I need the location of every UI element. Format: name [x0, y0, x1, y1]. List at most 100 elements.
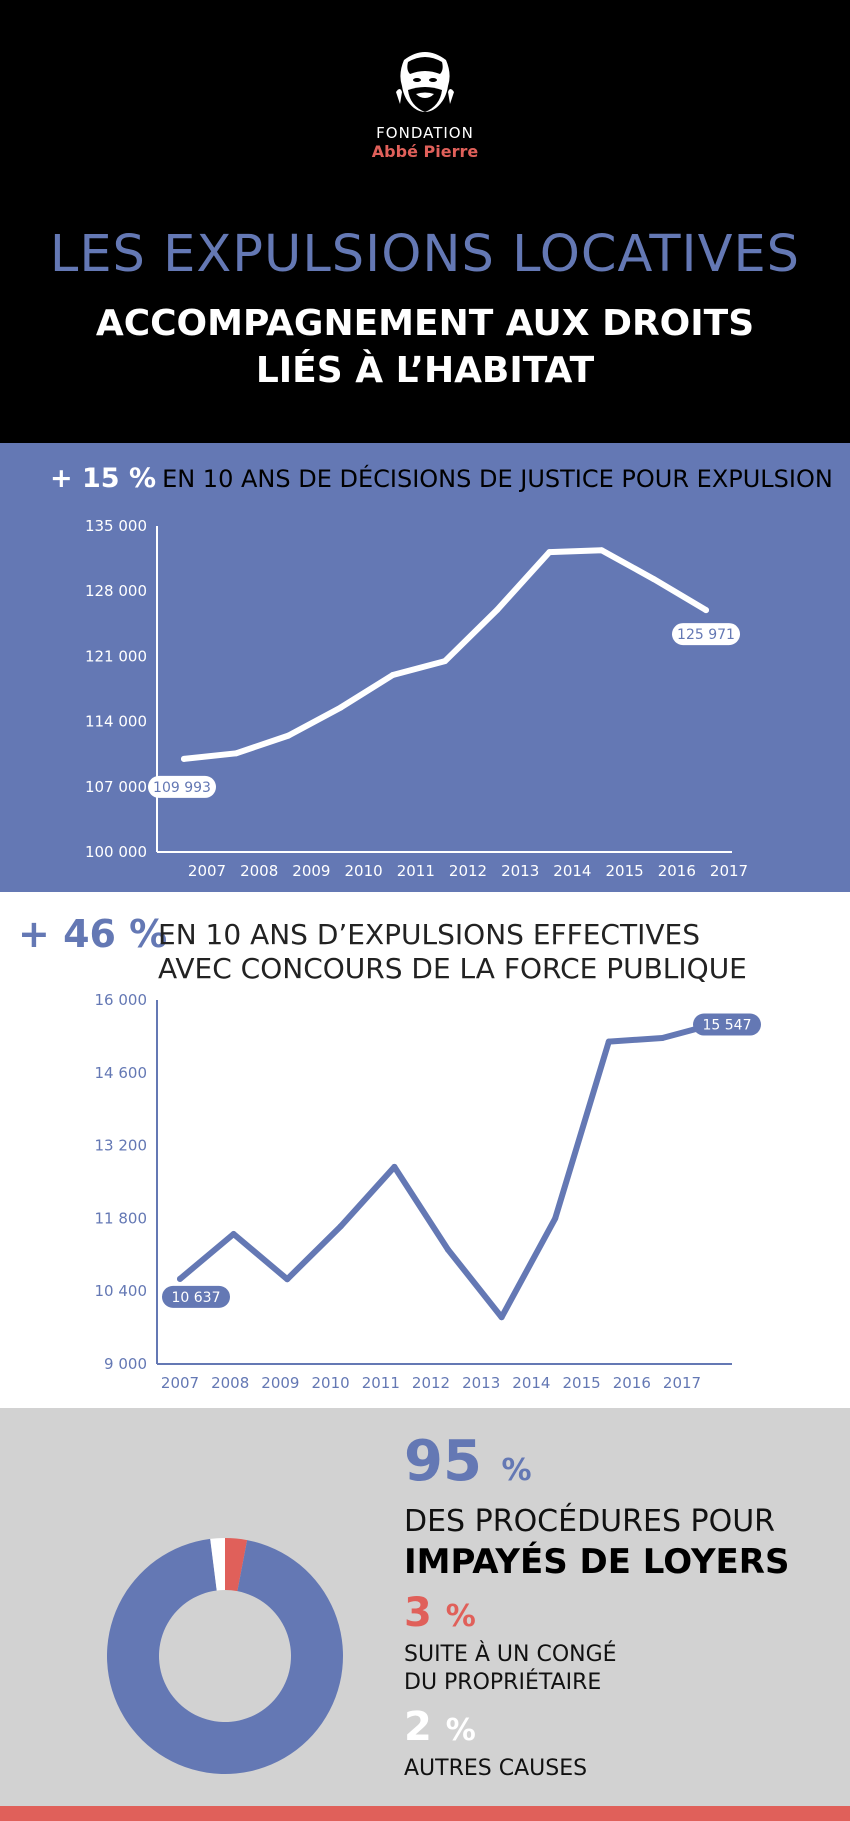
y-tick-label: 107 000	[85, 778, 147, 796]
data-point	[598, 547, 605, 554]
headline-text: EN 10 ANS DE DÉCISIONS DE JUSTICE POUR E…	[162, 465, 833, 493]
subtitle-line-1: ACCOMPAGNEMENT AUX DROITS	[95, 303, 755, 344]
stat-3-value: 3	[404, 1590, 432, 1636]
y-tick-label: 114 000	[85, 713, 147, 731]
headline-percent: + 46 %	[18, 912, 168, 956]
y-tick-label: 14 600	[95, 1064, 148, 1082]
subtitle-line-2: LIÉS À L’HABITAT	[255, 350, 595, 391]
stat-2-unit: %	[445, 1713, 476, 1748]
stat-95-value: 95	[404, 1429, 482, 1494]
y-tick-label: 9 000	[104, 1355, 147, 1373]
data-point	[285, 732, 292, 739]
x-tick-label: 2007	[161, 1374, 199, 1392]
stat-2-value: 2	[404, 1704, 432, 1750]
data-point	[650, 576, 657, 583]
last-value-label: 125 971	[677, 627, 735, 643]
donut-slice-impayes	[107, 1538, 343, 1774]
logo: FONDATION Abbé Pierre	[365, 46, 485, 161]
x-tick-label: 2012	[449, 862, 487, 880]
y-tick-label: 121 000	[85, 647, 147, 665]
stat-2-line-1: AUTRES CAUSES	[404, 1756, 588, 1781]
data-point	[337, 704, 344, 711]
x-tick-label: 2015	[563, 1374, 601, 1392]
first-value-label: 10 637	[172, 1290, 221, 1306]
donut-slice-autres	[210, 1538, 225, 1591]
data-point	[389, 672, 396, 679]
section-effective-evictions: + 46 % EN 10 ANS D’EXPULSIONS EFFECTIVES…	[0, 892, 850, 1408]
court-decisions-line-chart: 100 000 107 000 114 000 121 000 128 000 135 0…	[85, 517, 748, 880]
causes-stats: 95 % DES PROCÉDURES POUR IMPAYÉS DE LOYE…	[404, 1430, 844, 1783]
x-tick-label: 2016	[658, 862, 696, 880]
x-tick-label: 2008	[240, 862, 278, 880]
last-value-badge	[693, 1013, 761, 1036]
stat-3-percent: 3 %	[404, 1589, 844, 1641]
x-tick-label: 2011	[397, 862, 435, 880]
footer-bar	[0, 1806, 850, 1821]
headline-text: EN 10 ANS D’EXPULSIONS EFFECTIVES AVEC C…	[158, 918, 747, 986]
donut-slice-conge	[225, 1538, 248, 1592]
x-tick-label: 2011	[362, 1374, 400, 1392]
series-line	[181, 547, 709, 762]
series-line	[177, 1020, 719, 1321]
section-causes: 95 % DES PROCÉDURES POUR IMPAYÉS DE LOYE…	[0, 1408, 850, 1806]
data-point	[659, 1034, 666, 1041]
page-title: LES EXPULSIONS LOCATIVES	[49, 225, 801, 284]
first-value-label: 109 993	[153, 780, 211, 796]
x-tick-label: 2015	[606, 862, 644, 880]
x-tick-label: 2014	[553, 862, 591, 880]
section-heading: + 15 % EN 10 ANS DE DÉCISIONS DE JUSTICE …	[50, 463, 833, 494]
data-point	[284, 1276, 291, 1283]
data-point	[605, 1038, 612, 1045]
data-point	[177, 1275, 183, 1282]
x-tick-label: 2017	[710, 862, 748, 880]
data-point	[337, 1223, 344, 1230]
stat-3-line-2: DU PROPRIÉTAIRE	[404, 1670, 602, 1695]
x-tick-label: 2016	[613, 1374, 651, 1392]
data-point	[445, 1246, 451, 1253]
first-value-badge	[162, 1285, 230, 1308]
y-tick-label: 135 000	[85, 517, 147, 535]
x-tick-label: 2009	[261, 1374, 299, 1392]
x-tick-label: 2008	[211, 1374, 249, 1392]
headline-line-1: EN 10 ANS D’EXPULSIONS EFFECTIVES	[158, 918, 700, 951]
data-point	[230, 1231, 237, 1237]
data-point	[498, 1314, 505, 1321]
headline-line-2: AVEC CONCOURS DE LA FORCE PUBLIQUE	[158, 952, 747, 985]
data-point	[494, 606, 501, 613]
data-point	[181, 755, 187, 762]
causes-donut-chart	[107, 1538, 343, 1774]
x-tick-label: 2013	[462, 1374, 500, 1392]
y-tick-label: 13 200	[95, 1137, 148, 1155]
data-point	[442, 658, 448, 665]
y-tick-label: 128 000	[85, 582, 147, 600]
y-tick-label: 100 000	[85, 843, 147, 861]
x-tick-label: 2017	[663, 1374, 701, 1392]
header: FONDATION Abbé Pierre LES EXPULSIONS LOC…	[0, 0, 850, 443]
page-subtitle: ACCOMPAGNEMENT AUX DROITS LIÉS À L’HABIT…	[0, 300, 850, 394]
stat-95-line-1: DES PROCÉDURES POUR	[404, 1504, 776, 1539]
data-point	[233, 750, 240, 757]
data-point	[546, 549, 553, 556]
logo-abbe-pierre-text: Abbé Pierre	[371, 142, 479, 161]
x-tick-label: 2012	[412, 1374, 450, 1392]
stat-95-line-2: IMPAYÉS DE LOYERS	[404, 1542, 790, 1582]
y-tick-label: 10 400	[95, 1282, 148, 1300]
data-point	[391, 1163, 398, 1170]
portrait-logo-icon	[396, 52, 454, 112]
x-tick-label: 2010	[345, 862, 383, 880]
stat-3-unit: %	[445, 1599, 476, 1634]
section-court-decisions: + 15 % EN 10 ANS DE DÉCISIONS DE JUSTICE …	[0, 443, 850, 892]
data-point	[703, 607, 709, 614]
x-tick-label: 2007	[188, 862, 226, 880]
stat-3-line-1: SUITE À UN CONGÉ	[404, 1642, 617, 1667]
headline-percent: + 15 %	[50, 463, 157, 494]
x-tick-label: 2010	[312, 1374, 350, 1392]
y-tick-label: 16 000	[95, 991, 148, 1009]
data-point	[552, 1215, 559, 1222]
effective-evictions-line-chart: 9 000 10 400 11 800 13 200 14 600 16 000 2007 2…	[95, 991, 761, 1392]
x-tick-label: 2013	[501, 862, 539, 880]
logo-fondation-text: FONDATION	[376, 124, 474, 142]
y-tick-label: 11 800	[95, 1209, 148, 1227]
first-value-badge	[148, 775, 216, 798]
x-tick-label: 2014	[512, 1374, 550, 1392]
